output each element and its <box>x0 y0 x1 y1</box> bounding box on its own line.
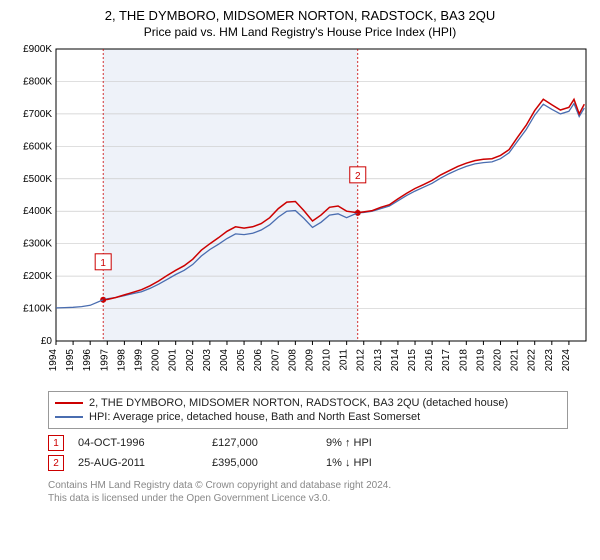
svg-text:£600K: £600K <box>23 141 52 152</box>
svg-text:2013: 2013 <box>373 349 384 372</box>
legend-swatch <box>55 416 83 418</box>
svg-text:2007: 2007 <box>270 349 281 372</box>
sale-date: 25-AUG-2011 <box>78 457 198 469</box>
legend-item-price-paid: 2, THE DYMBORO, MIDSOMER NORTON, RADSTOC… <box>55 396 561 410</box>
legend-box: 2, THE DYMBORO, MIDSOMER NORTON, RADSTOC… <box>48 391 568 429</box>
svg-text:2001: 2001 <box>168 349 179 372</box>
sale-row: 2 25-AUG-2011 £395,000 1% ↓ HPI <box>48 453 568 473</box>
svg-text:2016: 2016 <box>424 349 435 372</box>
sale-marker: 1 <box>48 435 64 451</box>
sales-table: 1 04-OCT-1996 £127,000 9% ↑ HPI 2 25-AUG… <box>48 433 568 473</box>
svg-text:2012: 2012 <box>356 349 367 372</box>
sale-price: £395,000 <box>212 457 312 469</box>
svg-text:1995: 1995 <box>65 349 76 372</box>
svg-text:£800K: £800K <box>23 76 52 87</box>
svg-text:2002: 2002 <box>185 349 196 372</box>
svg-text:£200K: £200K <box>23 271 52 282</box>
svg-text:2009: 2009 <box>304 349 315 372</box>
legend-label: HPI: Average price, detached house, Bath… <box>89 411 420 423</box>
price-chart: £0 £100K £200K £300K £400K £500K £600K £700K £80… <box>10 45 590 385</box>
svg-text:2021: 2021 <box>510 349 521 372</box>
svg-text:£300K: £300K <box>23 239 52 250</box>
svg-text:1: 1 <box>100 258 106 269</box>
sale-row: 1 04-OCT-1996 £127,000 9% ↑ HPI <box>48 433 568 453</box>
svg-text:£100K: £100K <box>23 304 52 315</box>
svg-text:£0: £0 <box>41 336 53 347</box>
svg-text:1999: 1999 <box>133 349 144 372</box>
svg-text:2003: 2003 <box>202 349 213 372</box>
page-title: 2, THE DYMBORO, MIDSOMER NORTON, RADSTOC… <box>10 8 590 23</box>
svg-text:2011: 2011 <box>339 349 350 371</box>
chart-container: £0 £100K £200K £300K £400K £500K £600K £700K £80… <box>10 45 590 385</box>
svg-text:2022: 2022 <box>527 349 538 372</box>
svg-text:2004: 2004 <box>219 349 230 372</box>
svg-text:2024: 2024 <box>561 349 572 372</box>
sale-hpi: 9% ↑ HPI <box>326 437 372 449</box>
footer-line: This data is licensed under the Open Gov… <box>48 492 568 505</box>
svg-text:2019: 2019 <box>475 349 486 372</box>
svg-text:2014: 2014 <box>390 349 401 372</box>
page-subtitle: Price paid vs. HM Land Registry's House … <box>10 25 590 39</box>
footer-attribution: Contains HM Land Registry data © Crown c… <box>48 479 568 505</box>
legend-item-hpi: HPI: Average price, detached house, Bath… <box>55 410 561 424</box>
sale-price: £127,000 <box>212 437 312 449</box>
svg-text:£500K: £500K <box>23 174 52 185</box>
svg-text:2008: 2008 <box>287 349 298 372</box>
svg-text:2000: 2000 <box>151 349 162 372</box>
svg-text:2023: 2023 <box>544 349 555 372</box>
legend-swatch <box>55 402 83 404</box>
svg-text:1994: 1994 <box>48 349 59 372</box>
svg-text:1996: 1996 <box>82 349 93 372</box>
sale-marker: 2 <box>48 455 64 471</box>
svg-text:1998: 1998 <box>116 349 127 372</box>
svg-text:2015: 2015 <box>407 349 418 372</box>
svg-text:2020: 2020 <box>493 349 504 372</box>
svg-text:2017: 2017 <box>441 349 452 372</box>
svg-text:2006: 2006 <box>253 349 264 372</box>
svg-text:2005: 2005 <box>236 349 247 372</box>
svg-text:2018: 2018 <box>458 349 469 372</box>
footer-line: Contains HM Land Registry data © Crown c… <box>48 479 568 492</box>
svg-text:£400K: £400K <box>23 206 52 217</box>
svg-text:2: 2 <box>355 171 361 182</box>
sale-hpi: 1% ↓ HPI <box>326 457 372 469</box>
svg-text:1997: 1997 <box>99 349 110 372</box>
svg-text:2010: 2010 <box>322 349 333 372</box>
sale-date: 04-OCT-1996 <box>78 437 198 449</box>
legend-label: 2, THE DYMBORO, MIDSOMER NORTON, RADSTOC… <box>89 397 508 409</box>
svg-text:£700K: £700K <box>23 109 52 120</box>
svg-text:£900K: £900K <box>23 45 52 55</box>
